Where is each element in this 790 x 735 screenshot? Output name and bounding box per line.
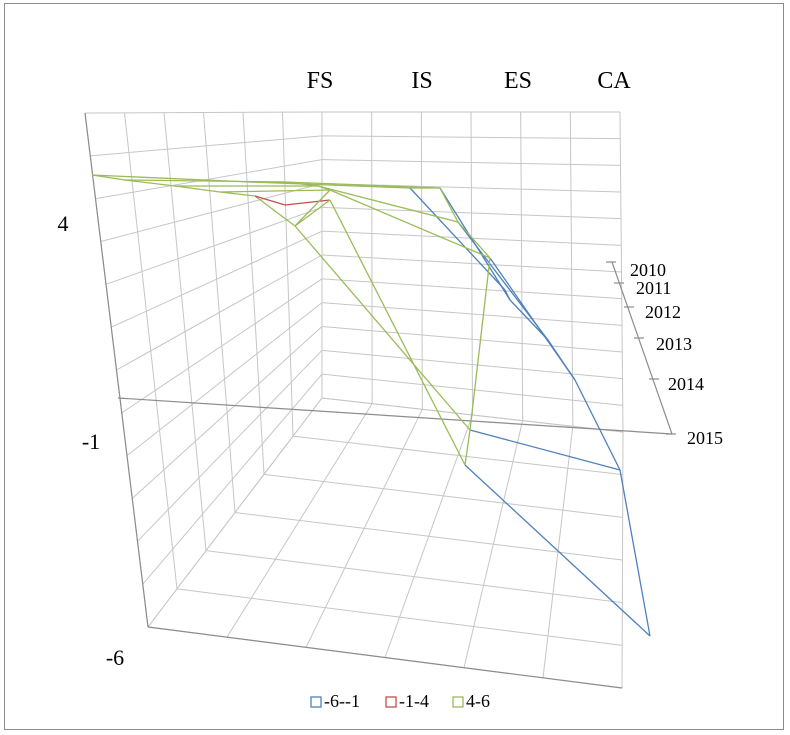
zero-plane-axis [117,397,673,435]
z-axis [84,112,149,628]
grid-line-back-h-10 [321,349,623,380]
grid-line-back-h-4 [321,206,622,220]
category-label-ca: CA [597,68,631,94]
surface-segment-row-9 [219,189,331,193]
surface-segment-col-20 [174,185,221,193]
legend-label-green: 4-6 [466,691,490,711]
z-tick-label-neg6: -6 [106,645,124,670]
grid-line-back-h-6 [321,254,622,273]
legend-swatch-green [452,696,464,708]
surface-segment-row-10 [329,189,491,259]
legend: -6--1 -1-4 4-6 [310,691,490,711]
surface-segment-col-36 [574,379,621,471]
grid-line-back-h-1 [321,135,621,140]
z-tick-label-neg1: -1 [82,429,100,454]
year-label-2015: 2015 [687,428,723,448]
grid-line-floor-b-4 [263,473,623,518]
legend-swatch-red [385,696,397,708]
surface-segment-col-18 [91,174,126,181]
category-label-is: IS [411,68,432,94]
surface-segment-col-22 [254,195,286,206]
grid-line-left-v-1 [124,112,178,589]
grid-line-left-v-3 [203,112,236,513]
surface-segment-row-17 [464,464,651,637]
grid-line-left-v-4 [242,112,265,475]
surface-segment-col-37 [619,469,651,637]
year-label-2010: 2010 [630,260,666,280]
surface-segment-row-2 [409,187,506,291]
surface-segment-col-34 [509,299,549,341]
surface-segment-row-4 [284,181,441,189]
surface-segment-col-31 [469,257,491,431]
surface-segment-row-15 [284,199,331,206]
surface-segment-col-26 [294,189,331,227]
grid-line-floor-b-5 [292,435,623,476]
grid-line-back-h-2 [321,159,621,166]
legend-label-blue: -6--1 [324,691,360,711]
grid-line-back-h-9 [321,326,623,353]
surface-segment-col-19 [124,179,176,187]
surface-segment-row-16 [329,199,466,466]
surface-segment-row-14 [469,429,621,471]
surface-layer [91,174,651,637]
year-label-2011: 2011 [636,278,671,298]
category-label-es: ES [504,68,532,94]
year-label-2013: 2013 [656,334,692,354]
surface-segment-col-24 [284,181,319,187]
surface-segment-col-35 [547,339,576,381]
surface-segment-col-27 [294,199,331,227]
grid-line-floor-b-3 [234,512,623,561]
surface-segment-row-1 [249,181,411,189]
year-axis [611,261,673,435]
grid-line-back-h-11 [321,373,623,406]
grid-line-left-v-5 [282,112,294,437]
surface-segment-row-7 [317,185,459,223]
legend-label-red: -1-4 [399,691,429,711]
chart-frame [4,3,784,730]
year-label-2014: 2014 [668,374,704,394]
surface-segment-col-25 [317,185,331,191]
category-label-fs: FS [307,68,334,94]
legend-swatch-blue [310,696,322,708]
surface-segment-col-21 [219,191,256,197]
grid-line-floor-b-6 [321,397,624,433]
grid-line-back-h-8 [321,302,623,326]
floor-front-edge [147,626,623,689]
surface-segment-col-30 [457,221,491,259]
grid-line-floor-b-2 [205,550,623,604]
z-tick-label-4: 4 [58,211,69,236]
grid-line-floor-b-1 [176,588,623,646]
surface-segment-row-13 [294,225,471,431]
grid-layer [84,111,676,689]
surface-segment-col-29 [439,187,459,223]
surface-segment-col-33 [504,289,511,301]
year-label-2012: 2012 [645,302,681,322]
surface-segment-row-12 [254,195,296,227]
surface-segment-col-32 [464,429,471,466]
